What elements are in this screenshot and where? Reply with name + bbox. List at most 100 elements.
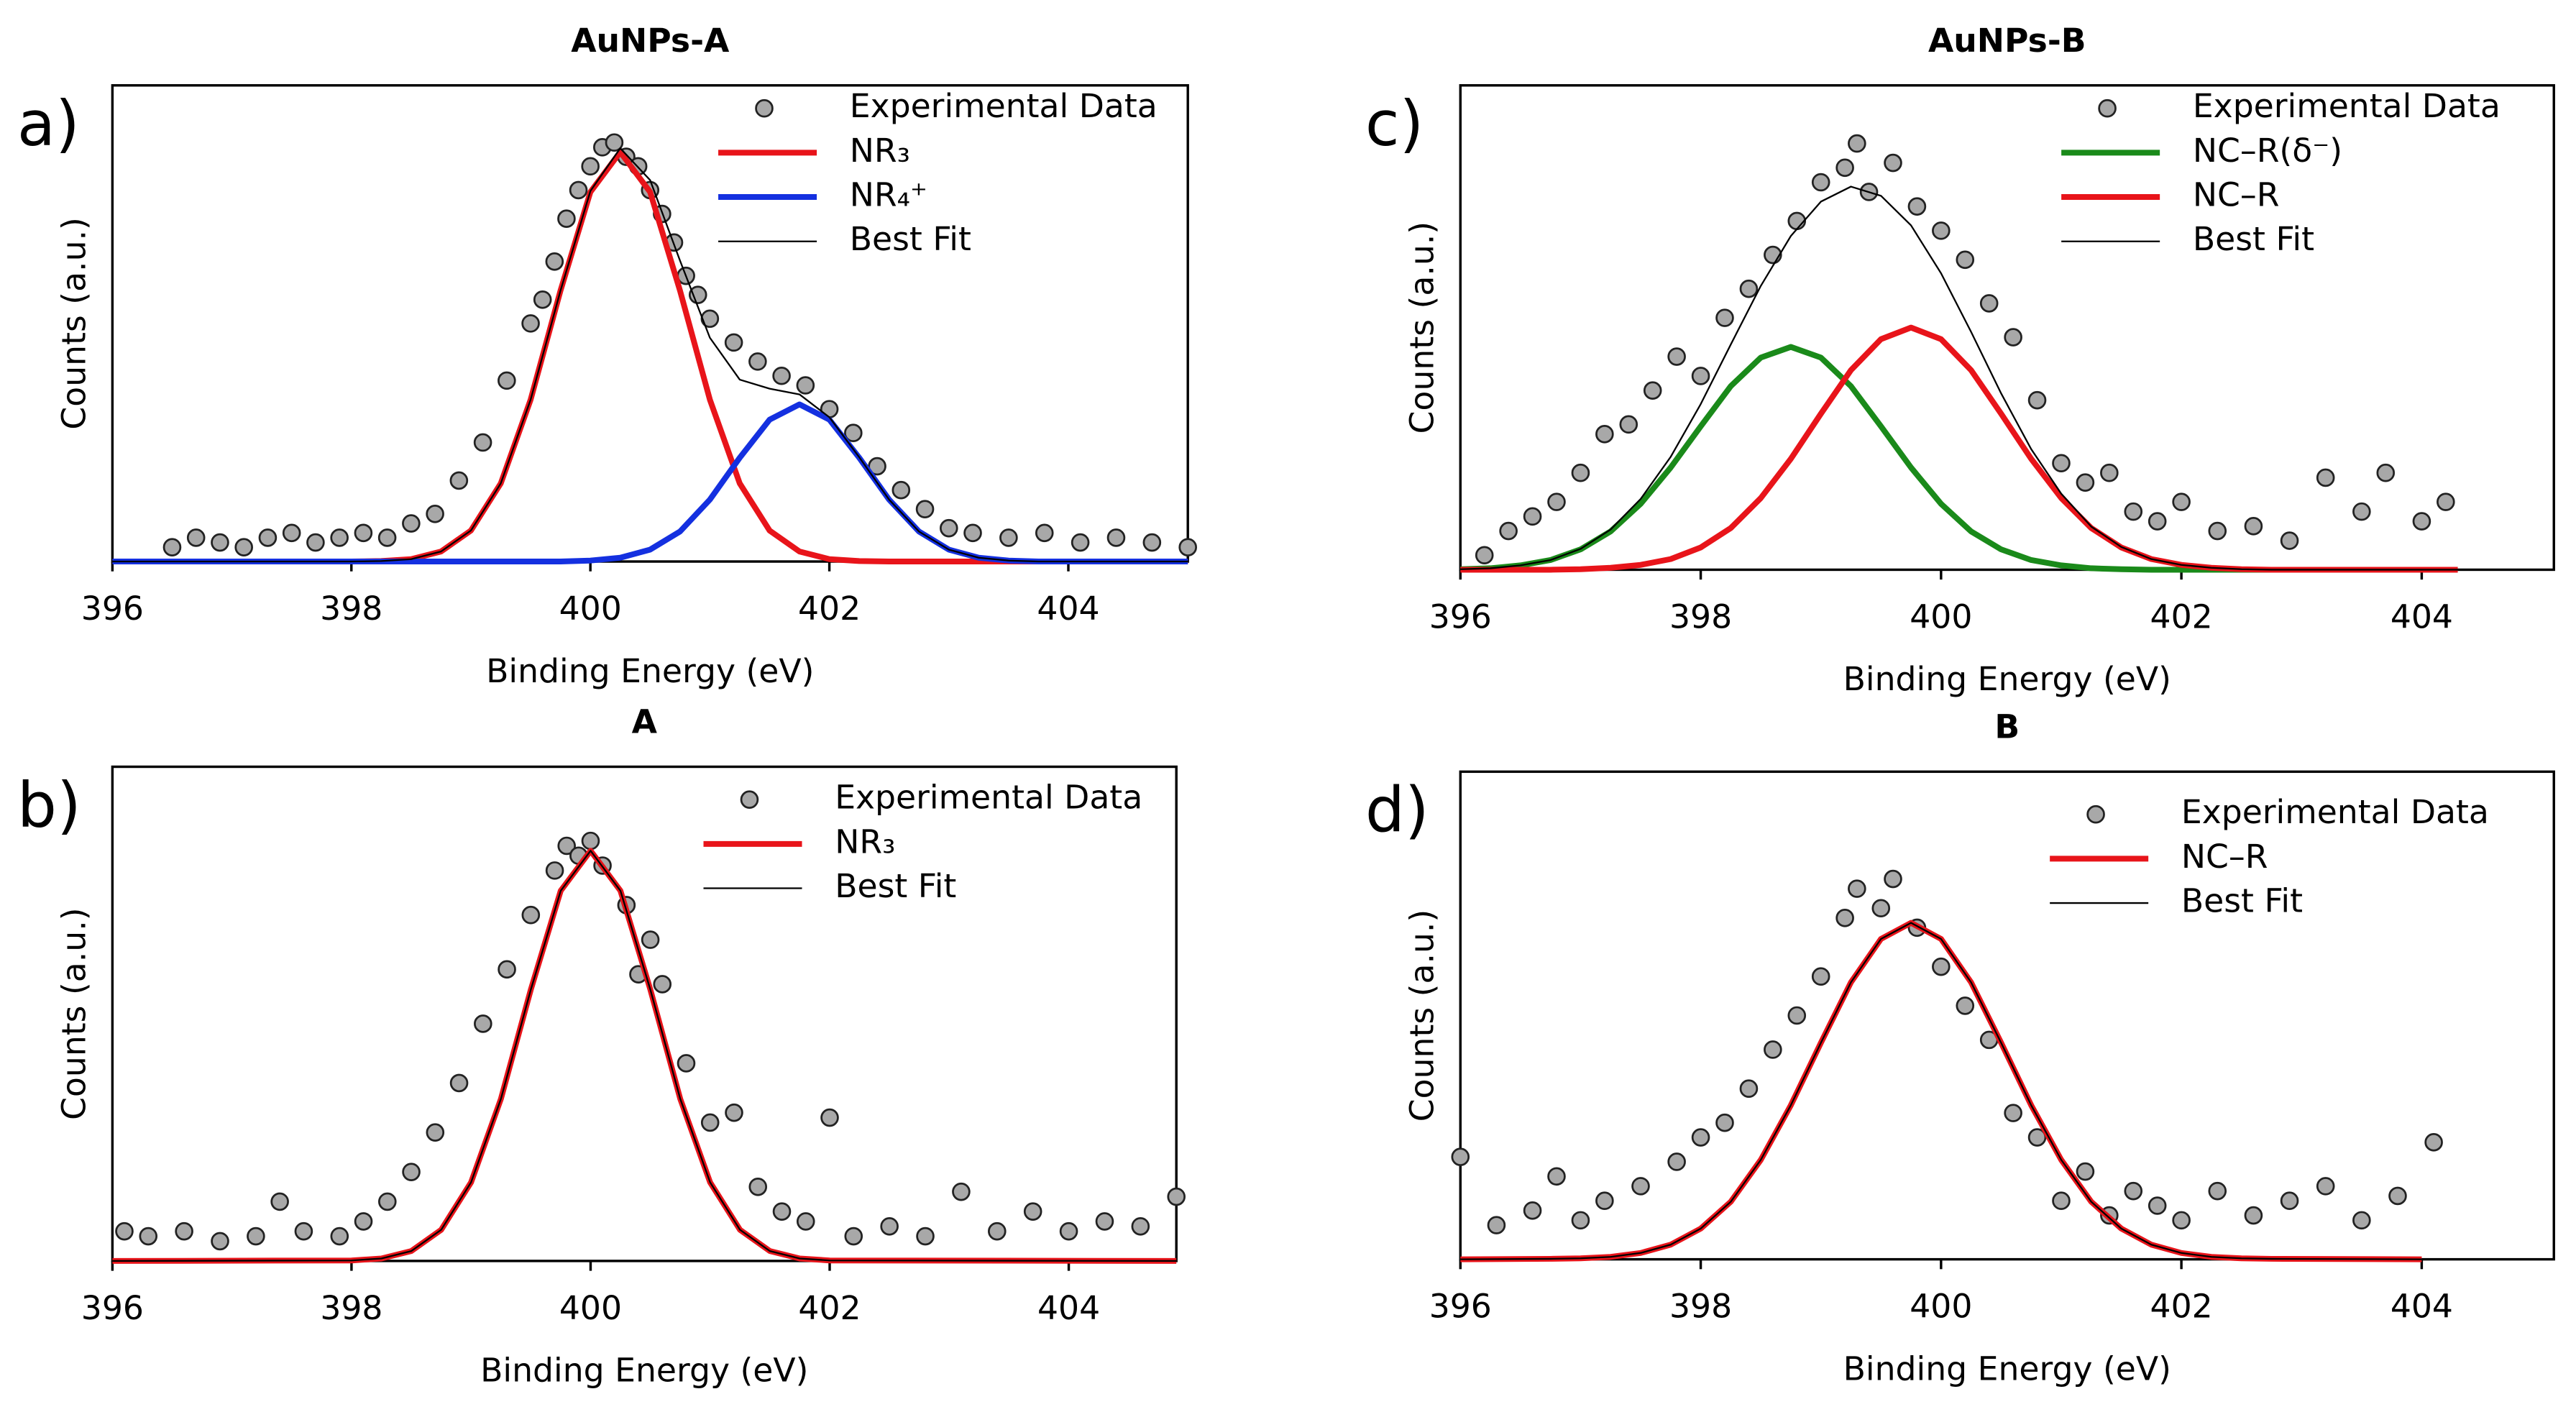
data-point [1764, 1040, 1782, 1059]
data-point [1571, 1211, 1590, 1230]
y-axis-label: Counts (a.u.) [55, 217, 93, 429]
x-tick-label: 402 [798, 590, 861, 628]
data-point [581, 831, 600, 851]
data-point [2424, 1133, 2443, 1152]
data-point [1871, 899, 1891, 918]
data-point [700, 1113, 720, 1132]
data-point [2280, 1191, 2299, 1211]
data-point [1835, 158, 1854, 178]
data-point [521, 314, 540, 333]
data-point [1884, 153, 1902, 173]
data-point [891, 480, 911, 500]
data-point [796, 1212, 815, 1231]
data-point [1848, 879, 1866, 898]
data-point [1956, 250, 1975, 270]
plot-frame [1459, 84, 2555, 572]
x-tick-label: 398 [1669, 597, 1732, 636]
legend-swatch [2098, 98, 2117, 118]
data-point [2437, 492, 2455, 511]
data-point [1178, 538, 1197, 556]
data-point [2376, 463, 2396, 482]
data-point [377, 528, 397, 547]
data-point [521, 905, 541, 925]
data-point [581, 157, 600, 176]
data-point [963, 523, 982, 543]
legend-label: Experimental Data [2181, 793, 2489, 831]
data-point [2124, 1181, 2143, 1201]
data-point [1884, 869, 1902, 889]
data-point [1059, 1221, 1078, 1241]
data-point [1715, 1113, 1734, 1132]
data-point [1787, 211, 1807, 231]
data-point [2148, 512, 2167, 531]
data-point [677, 1054, 696, 1073]
panel-label: d) [1365, 774, 1429, 847]
data-point [545, 252, 564, 271]
data-point [2052, 1191, 2071, 1211]
data-point [1715, 308, 1734, 327]
data-point [844, 1227, 863, 1246]
data-point [354, 523, 373, 543]
data-point [772, 366, 791, 385]
data-point [1631, 1177, 1650, 1196]
x-tick-label: 396 [1429, 1288, 1492, 1326]
data-point [1667, 1152, 1686, 1171]
data-point [378, 1192, 397, 1211]
data-point [2027, 390, 2047, 410]
data-point [1142, 533, 1162, 552]
y-axis-label: Counts (a.u.) [1403, 221, 1441, 434]
fit-line [1460, 185, 2458, 571]
data-point [952, 1182, 971, 1201]
data-point [724, 333, 743, 352]
legend-label: Best Fit [2193, 220, 2314, 258]
data-point [557, 209, 576, 228]
data-point [1691, 367, 1710, 385]
data-point [498, 960, 516, 979]
data-point [1811, 173, 1830, 192]
fit-line [1460, 922, 2422, 1260]
data-point [1907, 197, 1927, 216]
data-point [939, 518, 958, 538]
legend-label: Experimental Data [2193, 87, 2501, 125]
fit-line [112, 149, 1188, 565]
fit-line [112, 147, 1188, 563]
legend-label: Best Fit [2181, 882, 2303, 920]
data-point [2052, 454, 2071, 473]
legend-label: NC–R [2193, 176, 2280, 214]
data-point [449, 471, 469, 490]
x-tick-label: 402 [2150, 597, 2213, 636]
data-point [247, 1227, 265, 1246]
chart-title: AuNPs-A [571, 22, 730, 60]
data-point [211, 1232, 229, 1251]
data-point [569, 180, 588, 200]
data-point [2244, 517, 2263, 536]
y-axis-label: Counts (a.u.) [1403, 909, 1441, 1122]
x-tick-label: 396 [81, 590, 144, 628]
data-point [211, 533, 229, 552]
legend-label: NR₃ [850, 132, 910, 170]
x-tick-label: 404 [1037, 590, 1099, 628]
data-point [2027, 1128, 2047, 1147]
chart-title: AuNPs-B [1928, 22, 2086, 60]
data-point [1595, 425, 1614, 444]
x-axis-label: Binding Energy (eV) [486, 652, 814, 690]
data-point [2004, 1104, 2022, 1122]
data-point [844, 423, 863, 443]
x-tick-label: 402 [2150, 1288, 2213, 1326]
x-tick-label: 400 [559, 1289, 622, 1327]
data-point [557, 836, 576, 856]
x-axis-label: Binding Energy (eV) [1843, 1349, 2171, 1388]
data-point [1106, 528, 1126, 547]
x-tick-label: 398 [1669, 1288, 1732, 1326]
legend-label: Best Fit [835, 867, 956, 905]
x-tick-label: 404 [2391, 597, 2453, 636]
data-point [916, 1227, 935, 1246]
data-point [1619, 415, 1638, 434]
data-point [330, 1227, 349, 1246]
data-point [449, 1073, 469, 1093]
x-axis-label: Binding Energy (eV) [1843, 660, 2171, 698]
legend-label: NC–R(δ⁻) [2193, 132, 2342, 170]
data-point [294, 1221, 313, 1241]
fit-line [1460, 344, 2458, 573]
